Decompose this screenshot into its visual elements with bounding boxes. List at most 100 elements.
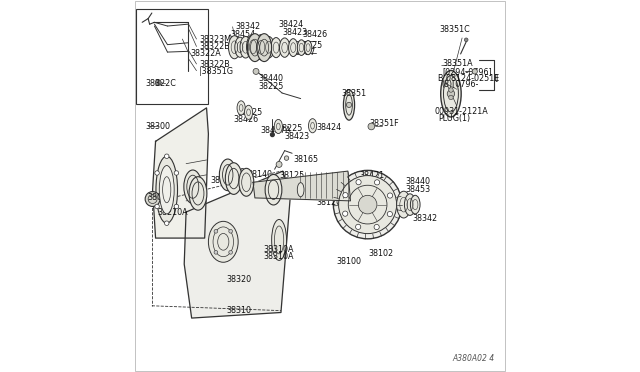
Text: 38440: 38440 bbox=[259, 74, 284, 83]
Text: PLUG(1): PLUG(1) bbox=[438, 114, 470, 123]
Text: 38300: 38300 bbox=[145, 122, 170, 131]
Text: 00931-2121A: 00931-2121A bbox=[435, 107, 488, 116]
Text: [0294-0796]: [0294-0796] bbox=[442, 67, 492, 76]
Ellipse shape bbox=[235, 37, 245, 57]
Circle shape bbox=[284, 156, 289, 160]
Circle shape bbox=[214, 250, 218, 254]
Text: 38140: 38140 bbox=[248, 170, 273, 179]
Text: 38426: 38426 bbox=[234, 115, 259, 124]
Circle shape bbox=[465, 38, 468, 42]
Text: 38322B: 38322B bbox=[199, 42, 230, 51]
Circle shape bbox=[356, 180, 361, 185]
Ellipse shape bbox=[280, 38, 290, 57]
Text: 38189: 38189 bbox=[220, 169, 245, 177]
Text: 38120: 38120 bbox=[316, 198, 341, 207]
Text: 38000J: 38000J bbox=[147, 193, 174, 202]
Text: 38342: 38342 bbox=[235, 22, 260, 31]
Circle shape bbox=[145, 192, 160, 206]
Ellipse shape bbox=[257, 34, 271, 61]
Ellipse shape bbox=[271, 38, 282, 58]
Circle shape bbox=[387, 193, 392, 198]
Ellipse shape bbox=[237, 101, 245, 115]
Circle shape bbox=[346, 102, 351, 108]
Text: 38427: 38427 bbox=[291, 48, 316, 57]
Circle shape bbox=[333, 170, 402, 239]
Ellipse shape bbox=[246, 34, 260, 60]
Circle shape bbox=[155, 171, 159, 175]
Circle shape bbox=[271, 133, 275, 137]
Text: 38351: 38351 bbox=[342, 89, 367, 98]
Circle shape bbox=[164, 221, 169, 225]
Text: 38424: 38424 bbox=[278, 20, 303, 29]
Circle shape bbox=[387, 211, 392, 217]
Circle shape bbox=[164, 154, 169, 158]
Ellipse shape bbox=[397, 191, 411, 218]
Ellipse shape bbox=[265, 174, 282, 205]
Text: 38453: 38453 bbox=[406, 185, 431, 194]
Ellipse shape bbox=[271, 219, 287, 260]
Bar bbox=[136, 9, 207, 104]
Circle shape bbox=[155, 204, 159, 209]
Text: 38342: 38342 bbox=[412, 214, 437, 223]
Ellipse shape bbox=[441, 71, 461, 117]
Text: 38425: 38425 bbox=[297, 41, 322, 50]
Circle shape bbox=[358, 195, 377, 214]
Circle shape bbox=[472, 69, 477, 74]
Text: 38310A: 38310A bbox=[264, 245, 294, 254]
Circle shape bbox=[156, 80, 161, 86]
Ellipse shape bbox=[225, 163, 242, 195]
Text: 38165: 38165 bbox=[293, 155, 318, 164]
Circle shape bbox=[214, 230, 218, 233]
Circle shape bbox=[174, 204, 179, 209]
Text: 38427A: 38427A bbox=[260, 126, 291, 135]
Ellipse shape bbox=[189, 177, 207, 210]
Text: 38351C: 38351C bbox=[439, 25, 470, 34]
Polygon shape bbox=[253, 171, 351, 201]
Text: 38351A: 38351A bbox=[442, 60, 473, 68]
Ellipse shape bbox=[298, 40, 305, 55]
Circle shape bbox=[339, 176, 397, 234]
Ellipse shape bbox=[255, 35, 268, 60]
Circle shape bbox=[228, 250, 232, 254]
Circle shape bbox=[343, 193, 348, 198]
Text: 38424: 38424 bbox=[316, 123, 341, 132]
Text: 38125: 38125 bbox=[279, 171, 305, 180]
Ellipse shape bbox=[404, 194, 415, 215]
Ellipse shape bbox=[220, 159, 236, 191]
Text: 38421: 38421 bbox=[359, 171, 384, 180]
Text: A380A02 4: A380A02 4 bbox=[452, 354, 495, 363]
Text: 38210A: 38210A bbox=[157, 208, 188, 217]
Circle shape bbox=[342, 211, 348, 216]
Text: 38310: 38310 bbox=[227, 306, 252, 315]
Polygon shape bbox=[184, 171, 291, 318]
Ellipse shape bbox=[275, 119, 282, 134]
Ellipse shape bbox=[244, 105, 253, 119]
Circle shape bbox=[356, 224, 361, 230]
Circle shape bbox=[447, 90, 454, 97]
Ellipse shape bbox=[239, 168, 254, 196]
Ellipse shape bbox=[308, 119, 317, 133]
Text: 38351F: 38351F bbox=[369, 119, 399, 128]
Text: 38225: 38225 bbox=[277, 124, 303, 133]
Text: 38454: 38454 bbox=[230, 30, 255, 39]
Text: 38453: 38453 bbox=[230, 39, 255, 48]
Text: ]: ] bbox=[494, 74, 497, 83]
Ellipse shape bbox=[209, 221, 238, 262]
Ellipse shape bbox=[184, 170, 202, 203]
Circle shape bbox=[276, 161, 282, 167]
Text: (8)[0796-: (8)[0796- bbox=[441, 80, 478, 89]
Text: 38102: 38102 bbox=[369, 249, 394, 258]
Circle shape bbox=[449, 95, 453, 100]
Text: 38320: 38320 bbox=[227, 275, 252, 284]
Text: 38310A: 38310A bbox=[264, 252, 294, 261]
Ellipse shape bbox=[248, 34, 262, 61]
Circle shape bbox=[374, 224, 380, 230]
Ellipse shape bbox=[289, 39, 298, 57]
Text: 38154: 38154 bbox=[316, 185, 341, 194]
Text: 38322A: 38322A bbox=[191, 49, 221, 58]
Circle shape bbox=[374, 180, 380, 185]
Text: 38322C: 38322C bbox=[146, 79, 177, 88]
Ellipse shape bbox=[228, 36, 241, 59]
Text: 38425: 38425 bbox=[237, 108, 262, 117]
Polygon shape bbox=[152, 108, 209, 238]
